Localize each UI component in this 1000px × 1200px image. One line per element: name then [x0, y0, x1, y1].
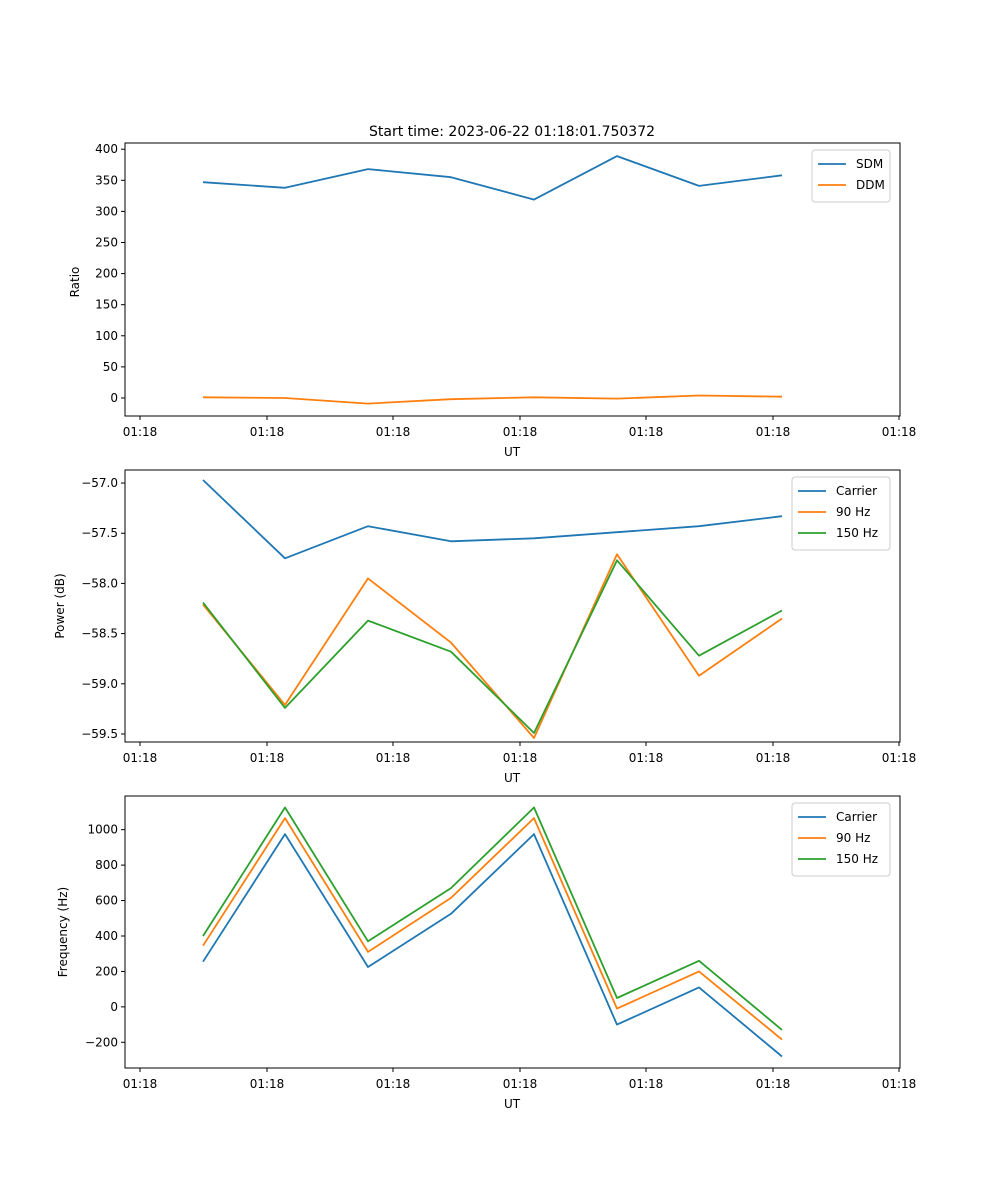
series-line: [202, 394, 783, 405]
x-tick-label: 01:18: [503, 1077, 538, 1091]
x-axis-label: UT: [504, 771, 521, 785]
y-tick-label: −59.0: [81, 677, 118, 691]
legend-label: 90 Hz: [836, 505, 870, 519]
x-tick-label: 01:18: [376, 425, 411, 439]
x-tick-label: 01:18: [250, 425, 285, 439]
x-tick-label: 01:18: [376, 751, 411, 765]
x-axis-label: UT: [504, 445, 521, 459]
y-tick-label: 0: [110, 1000, 118, 1014]
legend-label: 150 Hz: [836, 852, 878, 866]
legend-label: Carrier: [836, 810, 877, 824]
axes-frame: [124, 795, 901, 1069]
x-tick-label: 01:18: [882, 425, 917, 439]
y-tick-label: 350: [95, 173, 118, 187]
y-tick-label: 300: [95, 204, 118, 218]
y-tick-label: −57.0: [81, 476, 118, 490]
legend-label: 150 Hz: [836, 526, 878, 540]
subplot-power: Power (dB) UT −57.0 −57.5 −58.0 −58.5 −59.0 −…: [53, 469, 917, 785]
x-tick-label: 01:18: [756, 751, 791, 765]
series-line: [202, 553, 783, 739]
legend: [791, 802, 891, 877]
x-tick-label: 01:18: [629, 751, 664, 765]
y-tick-label: 50: [103, 360, 118, 374]
y-tick-label: 100: [95, 329, 118, 343]
y-tick-label: 0: [110, 391, 118, 405]
x-tick-label: 01:18: [629, 425, 664, 439]
y-tick-label: −58.0: [81, 576, 118, 590]
x-tick-label: 01:18: [503, 425, 538, 439]
y-tick-label: 600: [95, 894, 118, 908]
series-line: [202, 833, 783, 1058]
x-tick-label: 01:18: [882, 751, 917, 765]
y-axis-label: Power (dB): [53, 573, 67, 638]
x-tick-label: 01:18: [503, 751, 538, 765]
y-tick-label: 1000: [87, 823, 118, 837]
y-tick-label: 200: [95, 267, 118, 281]
series-line: [202, 155, 783, 201]
legend: [791, 476, 891, 551]
legend-label: DDM: [856, 178, 885, 192]
axes-frame: [124, 142, 901, 417]
y-tick-label: 150: [95, 298, 118, 312]
series-line: [202, 806, 783, 1031]
legend-label: 90 Hz: [836, 831, 870, 845]
chart-title: Start time: 2023-06-22 01:18:01.750372: [369, 124, 655, 140]
y-tick-label: 250: [95, 235, 118, 249]
y-tick-label: 400: [95, 142, 118, 156]
legend-label: SDM: [856, 157, 883, 171]
y-tick-label: 200: [95, 964, 118, 978]
x-axis-label: UT: [504, 1097, 521, 1111]
legend-label: Carrier: [836, 484, 877, 498]
series-line: [202, 817, 783, 1041]
legend: [811, 149, 891, 203]
x-tick-label: 01:18: [123, 425, 158, 439]
y-tick-label: −59.5: [81, 727, 118, 741]
subplot-frequency: Frequency (Hz) UT −200 0 200 400 600 800 1000 0…: [56, 795, 917, 1111]
axes-frame: [124, 469, 901, 743]
x-tick-label: 01:18: [756, 425, 791, 439]
x-tick-label: 01:18: [250, 751, 285, 765]
x-tick-label: 01:18: [756, 1077, 791, 1091]
series-line: [202, 559, 783, 734]
y-axis-label: Frequency (Hz): [56, 887, 70, 978]
series-line: [202, 479, 783, 560]
y-tick-label: 400: [95, 929, 118, 943]
x-tick-label: 01:18: [123, 1077, 158, 1091]
y-tick-label: −57.5: [81, 526, 118, 540]
y-tick-label: −200: [85, 1035, 118, 1049]
y-tick-label: −58.5: [81, 627, 118, 641]
x-tick-label: 01:18: [882, 1077, 917, 1091]
x-tick-label: 01:18: [629, 1077, 664, 1091]
y-tick-label: 800: [95, 858, 118, 872]
x-tick-label: 01:18: [376, 1077, 411, 1091]
y-axis-label: Ratio: [68, 267, 82, 298]
x-tick-label: 01:18: [250, 1077, 285, 1091]
subplot-ratio: Start time: 2023-06-22 01:18:01.750372 R…: [68, 124, 916, 459]
x-tick-label: 01:18: [123, 751, 158, 765]
